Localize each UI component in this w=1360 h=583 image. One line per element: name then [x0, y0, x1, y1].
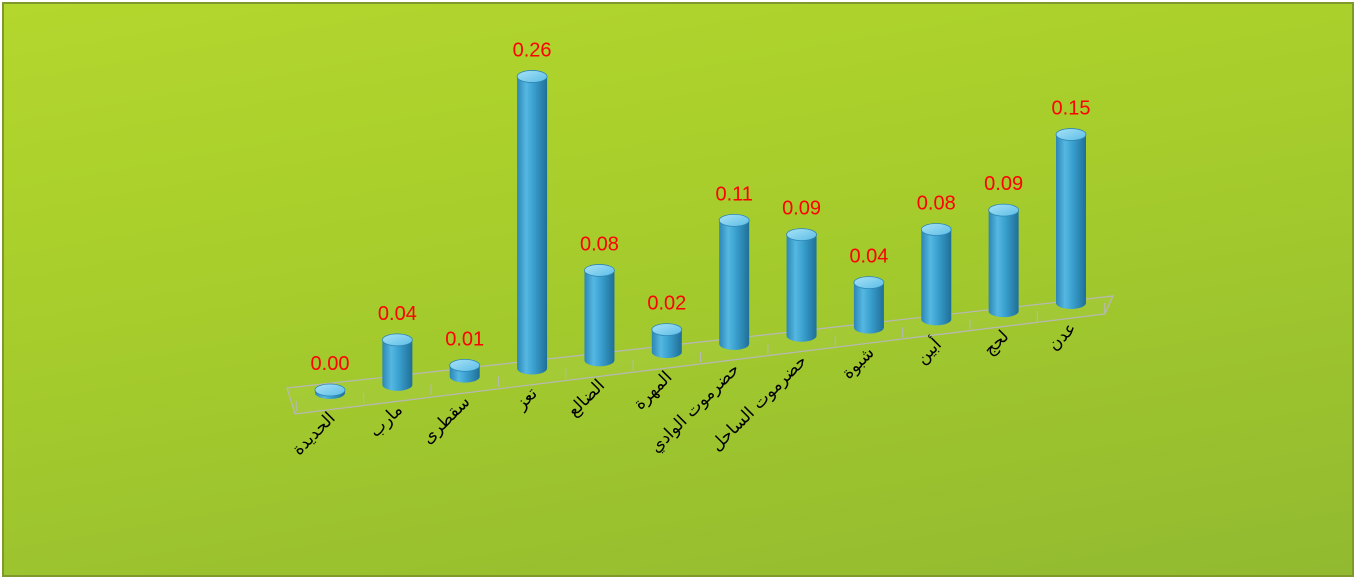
bar-top: [988, 203, 1020, 217]
value-label: 0.09: [782, 198, 821, 220]
bar-series: [314, 70, 1087, 399]
bar: [584, 264, 615, 367]
bar: [1055, 128, 1087, 309]
value-label: 0.09: [984, 173, 1023, 195]
bar-body: [584, 270, 615, 367]
bar: [920, 223, 952, 326]
bar-body: [517, 76, 548, 375]
value-label: 0.08: [580, 233, 619, 255]
bar: [853, 276, 885, 334]
bar: [786, 228, 817, 342]
category-label: أبين: [911, 333, 946, 368]
value-label: 0.02: [647, 293, 686, 315]
value-label: 0.26: [513, 39, 552, 61]
bar-body: [921, 229, 952, 326]
bar: [988, 203, 1020, 318]
category-label: الحديدة: [288, 408, 339, 459]
category-label: سقطرى: [418, 392, 474, 448]
bar-top: [853, 276, 885, 290]
bar-top: [786, 228, 817, 242]
value-label: 0.11: [715, 183, 752, 205]
value-label: 0.04: [378, 303, 417, 325]
category-label: المهرة: [630, 367, 677, 414]
bar-body: [786, 234, 817, 342]
category-label: شبوة: [838, 343, 878, 383]
bar: [381, 333, 413, 391]
bar: [651, 323, 683, 359]
bar-body: [1056, 134, 1086, 309]
value-label: 0.08: [917, 193, 956, 215]
bar-top: [1055, 128, 1087, 141]
bar-top: [584, 264, 615, 277]
chart-floor: [286, 295, 1114, 415]
bar: [516, 70, 548, 375]
bar-body: [988, 210, 1019, 318]
bar-top: [449, 359, 481, 372]
value-label: 0.04: [849, 246, 888, 268]
bar-top: [920, 223, 952, 236]
bar-body: [651, 329, 682, 359]
category-label: عدن: [1044, 318, 1080, 354]
bar-top: [314, 383, 346, 397]
bar-top: [651, 323, 683, 337]
category-label: مارب: [366, 400, 407, 441]
bar-body: [853, 282, 884, 334]
bar-top: [516, 70, 548, 83]
bar-top: [381, 333, 413, 347]
category-label: لحج: [980, 327, 1013, 360]
category-label: تعز: [511, 384, 542, 415]
bar-body: [719, 220, 750, 350]
value-label: 0.01: [445, 328, 484, 350]
value-label: 0.00: [311, 353, 350, 375]
bar: [449, 359, 481, 383]
value-labels: 0.00 0.04 0.01 0.26 0.08 0.02 0.11 0.09 0.04 0.08…: [311, 39, 1091, 375]
bar-body: [382, 339, 413, 391]
bar: [718, 213, 750, 350]
bar: [314, 383, 346, 399]
value-label: 0.15: [1052, 98, 1091, 120]
bar-top: [718, 213, 750, 227]
category-label: الضالع: [564, 376, 609, 421]
